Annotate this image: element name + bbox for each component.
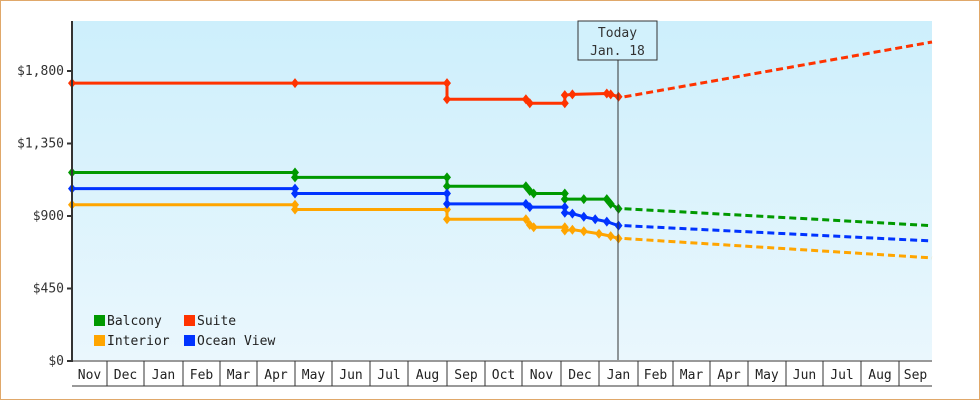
data-point[interactable]: [443, 78, 451, 89]
data-point[interactable]: [443, 204, 451, 215]
y-tick-label: $0: [48, 354, 64, 369]
data-point[interactable]: [579, 194, 588, 205]
data-point[interactable]: [579, 226, 588, 237]
legend-label: Balcony: [107, 314, 162, 329]
data-point[interactable]: [291, 172, 299, 183]
legend-item-balcony[interactable]: Balcony: [94, 314, 162, 329]
x-tick-label: Aug: [416, 368, 439, 383]
x-tick-label: Mar: [227, 368, 251, 383]
series-interior: [68, 199, 933, 260]
x-tick-label: Sep: [454, 368, 478, 383]
x-tick-label: Jun: [339, 368, 362, 383]
projection-line: [624, 224, 933, 243]
data-point[interactable]: [568, 224, 577, 235]
data-point[interactable]: [606, 89, 615, 100]
data-point[interactable]: [560, 225, 569, 236]
today-marker: Today Jan. 18: [577, 20, 658, 360]
data-point[interactable]: [606, 198, 615, 209]
today-date: Jan. 18: [590, 44, 645, 59]
x-tick-label: Jun: [793, 368, 816, 383]
x-tick-label: Oct: [492, 368, 515, 383]
data-point[interactable]: [568, 208, 577, 219]
projection-line: [624, 237, 933, 260]
legend-swatch: [94, 335, 105, 346]
data-point[interactable]: [443, 188, 451, 199]
data-point[interactable]: [560, 98, 569, 109]
series-suite: [68, 40, 933, 109]
legend-item-interior[interactable]: Interior: [94, 334, 170, 349]
x-tick-label: May: [302, 368, 326, 383]
data-point[interactable]: [525, 98, 534, 109]
data-point[interactable]: [291, 78, 299, 89]
legend-swatch: [94, 315, 105, 326]
projection-line: [624, 40, 933, 99]
data-point[interactable]: [560, 194, 569, 205]
data-point[interactable]: [443, 181, 451, 192]
legend-label: Ocean View: [197, 334, 275, 349]
today-label: Today: [598, 26, 637, 41]
data-point[interactable]: [602, 216, 611, 227]
projection-line: [624, 207, 933, 228]
x-tick-label: Nov: [78, 368, 102, 383]
data-point[interactable]: [291, 204, 299, 215]
x-tick-label: Jul: [377, 368, 400, 383]
data-point[interactable]: [291, 188, 299, 199]
data-point[interactable]: [606, 231, 615, 242]
data-point[interactable]: [443, 198, 451, 209]
x-tick-label: Apr: [717, 368, 741, 383]
x-tick-label: Sep: [904, 368, 928, 383]
data-point[interactable]: [560, 188, 569, 199]
x-tick-label: Dec: [568, 368, 591, 383]
data-point[interactable]: [529, 188, 538, 199]
data-point[interactable]: [579, 211, 588, 222]
plot-area: [72, 21, 932, 360]
y-tick-label: $1,800: [17, 64, 64, 79]
data-point[interactable]: [560, 202, 569, 213]
y-axis: $0 $450 $900 $1,350 $1,800: [17, 64, 72, 369]
x-tick-label: May: [755, 368, 779, 383]
data-point[interactable]: [595, 228, 603, 239]
series-balcony: [68, 167, 933, 228]
x-tick-label: Aug: [868, 368, 891, 383]
legend-swatch: [184, 335, 195, 346]
x-tick-label: Jan: [152, 368, 175, 383]
x-tick-label: Feb: [644, 368, 668, 383]
y-tick-label: $450: [33, 282, 64, 297]
x-tick-label: Feb: [190, 368, 214, 383]
data-point[interactable]: [560, 207, 569, 218]
x-axis: Nov Dec Jan Feb Mar Apr May Jun Jul Aug Sep Oct Nov D…: [72, 360, 932, 387]
series-group: [68, 40, 933, 260]
y-tick-label: $900: [33, 209, 64, 224]
data-point[interactable]: [521, 214, 530, 225]
x-tick-label: Nov: [530, 368, 554, 383]
legend-swatch: [184, 315, 195, 326]
x-tick-label: Jan: [607, 368, 630, 383]
legend-label: Interior: [107, 334, 170, 349]
data-point[interactable]: [525, 202, 534, 213]
data-point[interactable]: [443, 94, 451, 105]
legend: Balcony Suite Interior Ocean View: [94, 314, 275, 349]
legend-item-ocean-view[interactable]: Ocean View: [184, 334, 275, 349]
y-tick-label: $1,350: [17, 137, 64, 152]
data-point[interactable]: [568, 89, 577, 100]
x-tick-label: Mar: [680, 368, 704, 383]
series-ocean-view: [68, 183, 933, 243]
data-point[interactable]: [529, 222, 538, 233]
legend-label: Suite: [197, 314, 236, 329]
x-tick-label: Apr: [264, 368, 288, 383]
x-tick-label: Dec: [114, 368, 137, 383]
data-point[interactable]: [560, 90, 569, 101]
today-box: [577, 20, 658, 61]
data-point[interactable]: [443, 214, 451, 225]
legend-item-suite[interactable]: Suite: [184, 314, 236, 329]
data-point[interactable]: [591, 214, 600, 225]
data-point[interactable]: [443, 172, 451, 183]
x-tick-label: Jul: [830, 368, 853, 383]
